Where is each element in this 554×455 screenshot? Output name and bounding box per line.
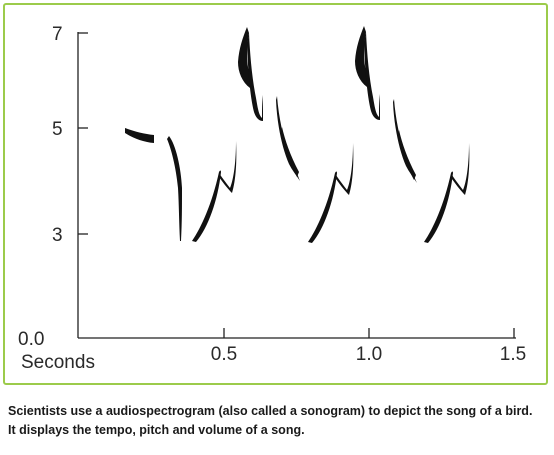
note-rise-3a <box>424 171 453 243</box>
figure-panel <box>3 3 548 385</box>
note-hook-1 <box>247 33 263 121</box>
y-tick-label-5: 5 <box>52 119 63 140</box>
note-rise-2b <box>336 143 354 195</box>
note-peak-1 <box>238 27 252 88</box>
note-flat <box>125 128 154 143</box>
y-tick-label-3: 3 <box>52 225 63 246</box>
note-peak-2 <box>355 26 369 87</box>
note-rise-3b <box>452 143 470 195</box>
note-hook-2 <box>364 32 380 120</box>
note-rise-1a <box>192 170 221 242</box>
note-descent-1 <box>167 136 182 241</box>
x-axis-label: Seconds <box>21 352 95 373</box>
note-rise-2a <box>308 171 337 243</box>
note-down-2b <box>398 130 416 180</box>
caption-line-1: Scientists use a audiospectrogram (also … <box>8 404 533 418</box>
note-rise-1b <box>219 141 237 193</box>
y-tick-label-7: 7 <box>52 24 63 45</box>
x-tick-label-1.0: 1.0 <box>356 344 382 365</box>
figure-caption: Scientists use a audiospectrogram (also … <box>8 402 548 440</box>
x-tick-label-1.5: 1.5 <box>500 344 526 365</box>
note-down-1b <box>281 127 299 177</box>
sonogram-plot: 0.0 3 5 7 Seconds 0.5 1.0 1.5 <box>18 24 526 373</box>
song-marks <box>125 26 470 243</box>
y-tick-label-0: 0.0 <box>18 329 44 350</box>
x-tick-label-0.5: 0.5 <box>211 344 237 365</box>
caption-line-2: It displays the tempo, pitch and volume … <box>8 423 305 437</box>
